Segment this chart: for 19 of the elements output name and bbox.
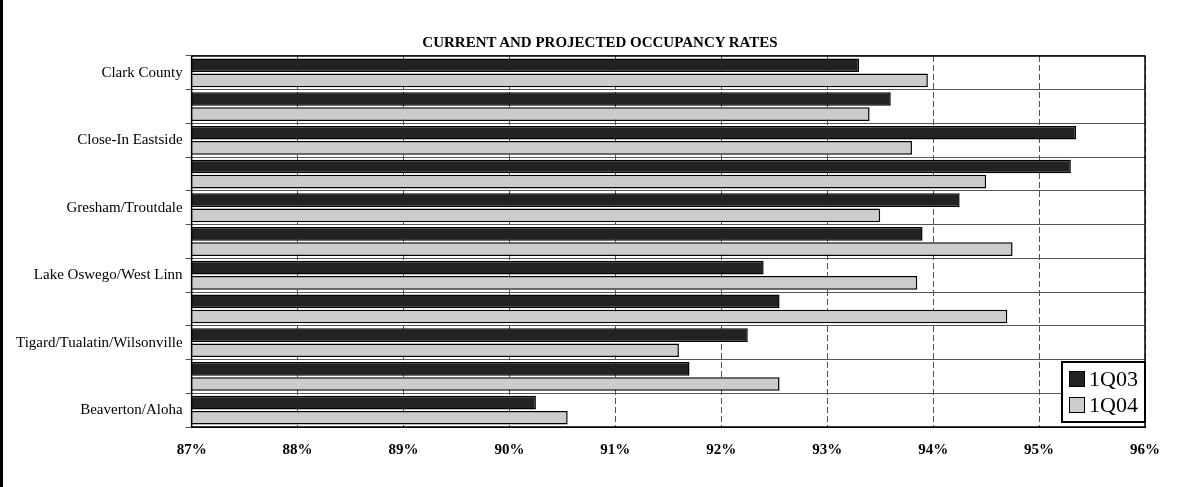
y-tick-label: Lake Oswego/West Linn [33,266,184,283]
x-tick-label: 88% [282,440,313,457]
legend-label: 1Q04 [1089,392,1138,418]
x-tick-label: 96% [1130,440,1160,457]
y-tick-label: Gresham/Troutdale [66,198,183,215]
x-tick-label: 91% [600,440,631,457]
chart-title: CURRENT AND PROJECTED OCCUPANCY RATES [421,34,779,51]
y-tick-label: Close-In Eastside [77,131,183,148]
x-tick-label: 89% [388,440,419,457]
legend-label: 1Q03 [1089,366,1138,392]
x-tick-label: 93% [812,440,843,457]
y-tick-label: Clark County [101,63,184,80]
x-tick-label: 90% [494,440,525,457]
y-tick-label: Beaverton/Aloha [80,401,183,418]
x-tick-label: 95% [1024,440,1055,457]
x-tick-label: 92% [706,440,737,457]
x-tick-label: 94% [918,440,949,457]
x-tick-label: 87% [176,440,207,457]
y-tick-label: Tigard/Tualatin/Wilsonville [15,333,183,350]
